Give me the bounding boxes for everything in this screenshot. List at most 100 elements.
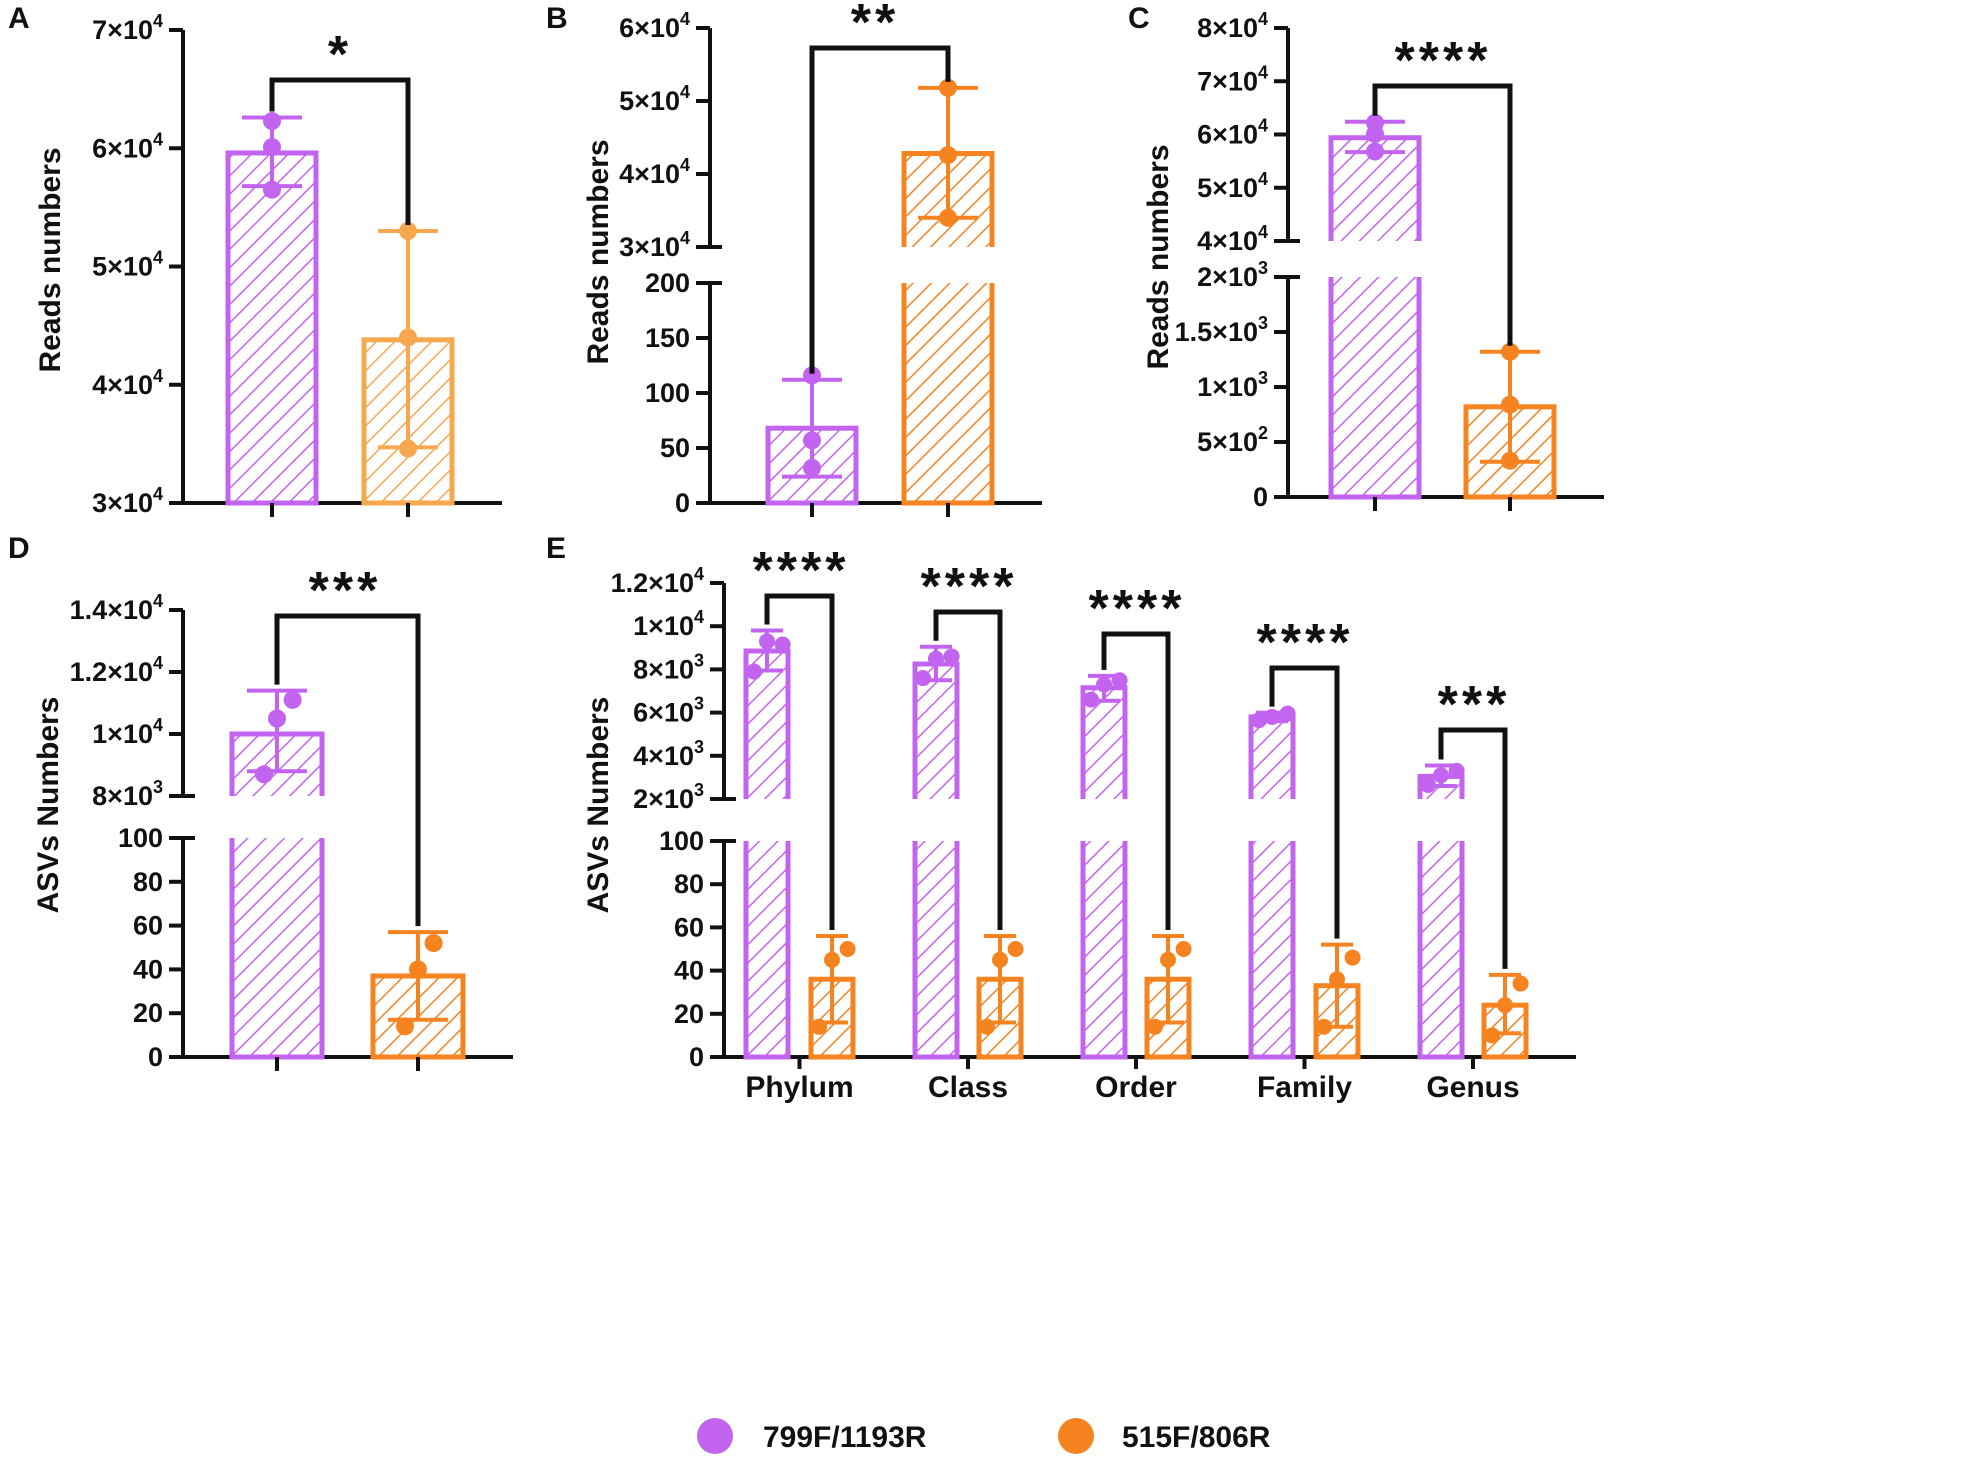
data-point [1497, 997, 1513, 1014]
panel-b: B Reads numbers 0 50 100 150 200 3×104 4×104 5×10… [546, 0, 1042, 518]
bar-lower-outline [743, 841, 791, 1060]
bar [976, 976, 1024, 1060]
data-point [1344, 949, 1361, 966]
y-tick-label: 100 [645, 378, 690, 408]
y-tick-label: 100 [659, 826, 704, 856]
significance-label: **** [1257, 614, 1354, 672]
data-point [263, 138, 281, 157]
data-point [939, 78, 957, 97]
data-point [1111, 672, 1128, 689]
data-point [1512, 975, 1529, 992]
bar-lower-fill [904, 283, 992, 503]
y-tick-label: 5×104 [92, 248, 163, 282]
significance-bracket [1101, 631, 1171, 931]
y-tick-label: 7×104 [1197, 62, 1268, 96]
data-point [1484, 1027, 1500, 1044]
y-tick-label: 0 [675, 488, 690, 518]
y-tick-label: 20 [133, 998, 163, 1028]
y-tick-label: 4×104 [1197, 222, 1268, 256]
y-tick-label: 8×103 [92, 777, 163, 811]
bar-upper-fill [915, 664, 957, 799]
x-category-label: Class [928, 1071, 1008, 1104]
bar-lower-fill [1331, 277, 1419, 497]
panel-letter: E [546, 532, 566, 565]
y-tick-label: 5×102 [1197, 423, 1268, 457]
data-point [1264, 708, 1280, 725]
data-point [1316, 1018, 1332, 1035]
y-tick-label: 1.4×104 [70, 591, 163, 625]
y-tick-label: 40 [674, 956, 704, 986]
y-tick-label: 20 [674, 999, 704, 1029]
bar-lower-fill [915, 841, 957, 1057]
legend-label-515f: 515F/806R [1122, 1421, 1271, 1454]
data-point [268, 709, 286, 728]
data-point [943, 648, 960, 665]
bar [225, 150, 319, 506]
bar-lower-fill [1420, 841, 1462, 1057]
y-tick-label: 80 [674, 869, 704, 899]
bar-lower-fill [746, 841, 788, 1057]
y-tick-label: 6×104 [1197, 116, 1268, 150]
data-point [283, 690, 302, 709]
data-point [1501, 395, 1519, 414]
y-tick-label: 2×103 [633, 780, 704, 814]
data-point [1329, 971, 1345, 988]
y-axis-label: ASVs Numbers [582, 697, 615, 914]
significance-label: *** [309, 562, 382, 620]
y-tick-label: 60 [133, 911, 163, 941]
data-point [1007, 941, 1024, 957]
y-tick-label: 3×104 [92, 484, 163, 518]
data-point [1366, 142, 1384, 161]
data-point [1501, 342, 1519, 361]
y-axis-label: Reads numbers [582, 139, 615, 364]
y-tick-label: 6×104 [92, 129, 163, 163]
significance-label: * [328, 26, 352, 84]
y-tick-label: 4×104 [92, 366, 163, 400]
significance-bracket [809, 45, 951, 374]
significance-bracket [269, 77, 411, 226]
y-tick-label: 80 [133, 867, 163, 897]
y-axis-label: Reads numbers [34, 147, 67, 372]
y-tick-label: 4×104 [619, 155, 690, 189]
significance-bracket [1372, 83, 1513, 346]
data-point [811, 1018, 827, 1035]
y-tick-label: 5×104 [1197, 169, 1268, 203]
y-tick-label: 1×103 [1197, 368, 1268, 402]
data-point [1433, 767, 1449, 784]
data-point [1279, 705, 1296, 722]
data-point [1096, 676, 1112, 693]
data-point [979, 1018, 995, 1035]
x-category-label: Phylum [745, 1071, 853, 1104]
data-point [803, 366, 821, 385]
data-point [824, 951, 840, 968]
data-point [1160, 951, 1176, 968]
legend: 799F/1193R 515F/806R [697, 1418, 1271, 1454]
data-point [1083, 691, 1099, 708]
y-tick-label: 200 [645, 268, 690, 298]
data-point [774, 636, 791, 653]
panel-d: D ASVs Numbers 0 20 40 60 80 100 8×103 1×104 1.2×1… [8, 532, 513, 1072]
significance-bracket [1438, 727, 1508, 969]
legend-marker-799f [697, 1418, 733, 1454]
y-tick-label: 1×104 [633, 607, 704, 641]
legend-marker-515f [1058, 1418, 1094, 1454]
panel-a: A Reads numbers 3×104 4×104 5×104 6×104 7×104 * [8, 2, 502, 518]
data-point [263, 112, 281, 131]
data-point [424, 934, 443, 953]
data-point [839, 941, 856, 957]
data-point [1175, 941, 1192, 957]
significance-label: **** [921, 558, 1018, 616]
bar-lower-fill [232, 838, 322, 1057]
y-tick-label: 4×103 [633, 737, 704, 771]
significance-bracket [764, 593, 835, 931]
x-category-label: Family [1257, 1071, 1352, 1104]
data-point [399, 439, 417, 458]
panel-e: E ASVs Numbers 0 20 40 60 80 100 2×103 4×103 6×103… [546, 532, 1576, 1104]
panel-letter: B [546, 2, 568, 35]
panel-letter: A [8, 2, 30, 35]
data-point [1251, 712, 1267, 729]
significance-bracket [933, 609, 1003, 931]
y-tick-label: 0 [689, 1042, 704, 1072]
data-point [1366, 113, 1384, 132]
